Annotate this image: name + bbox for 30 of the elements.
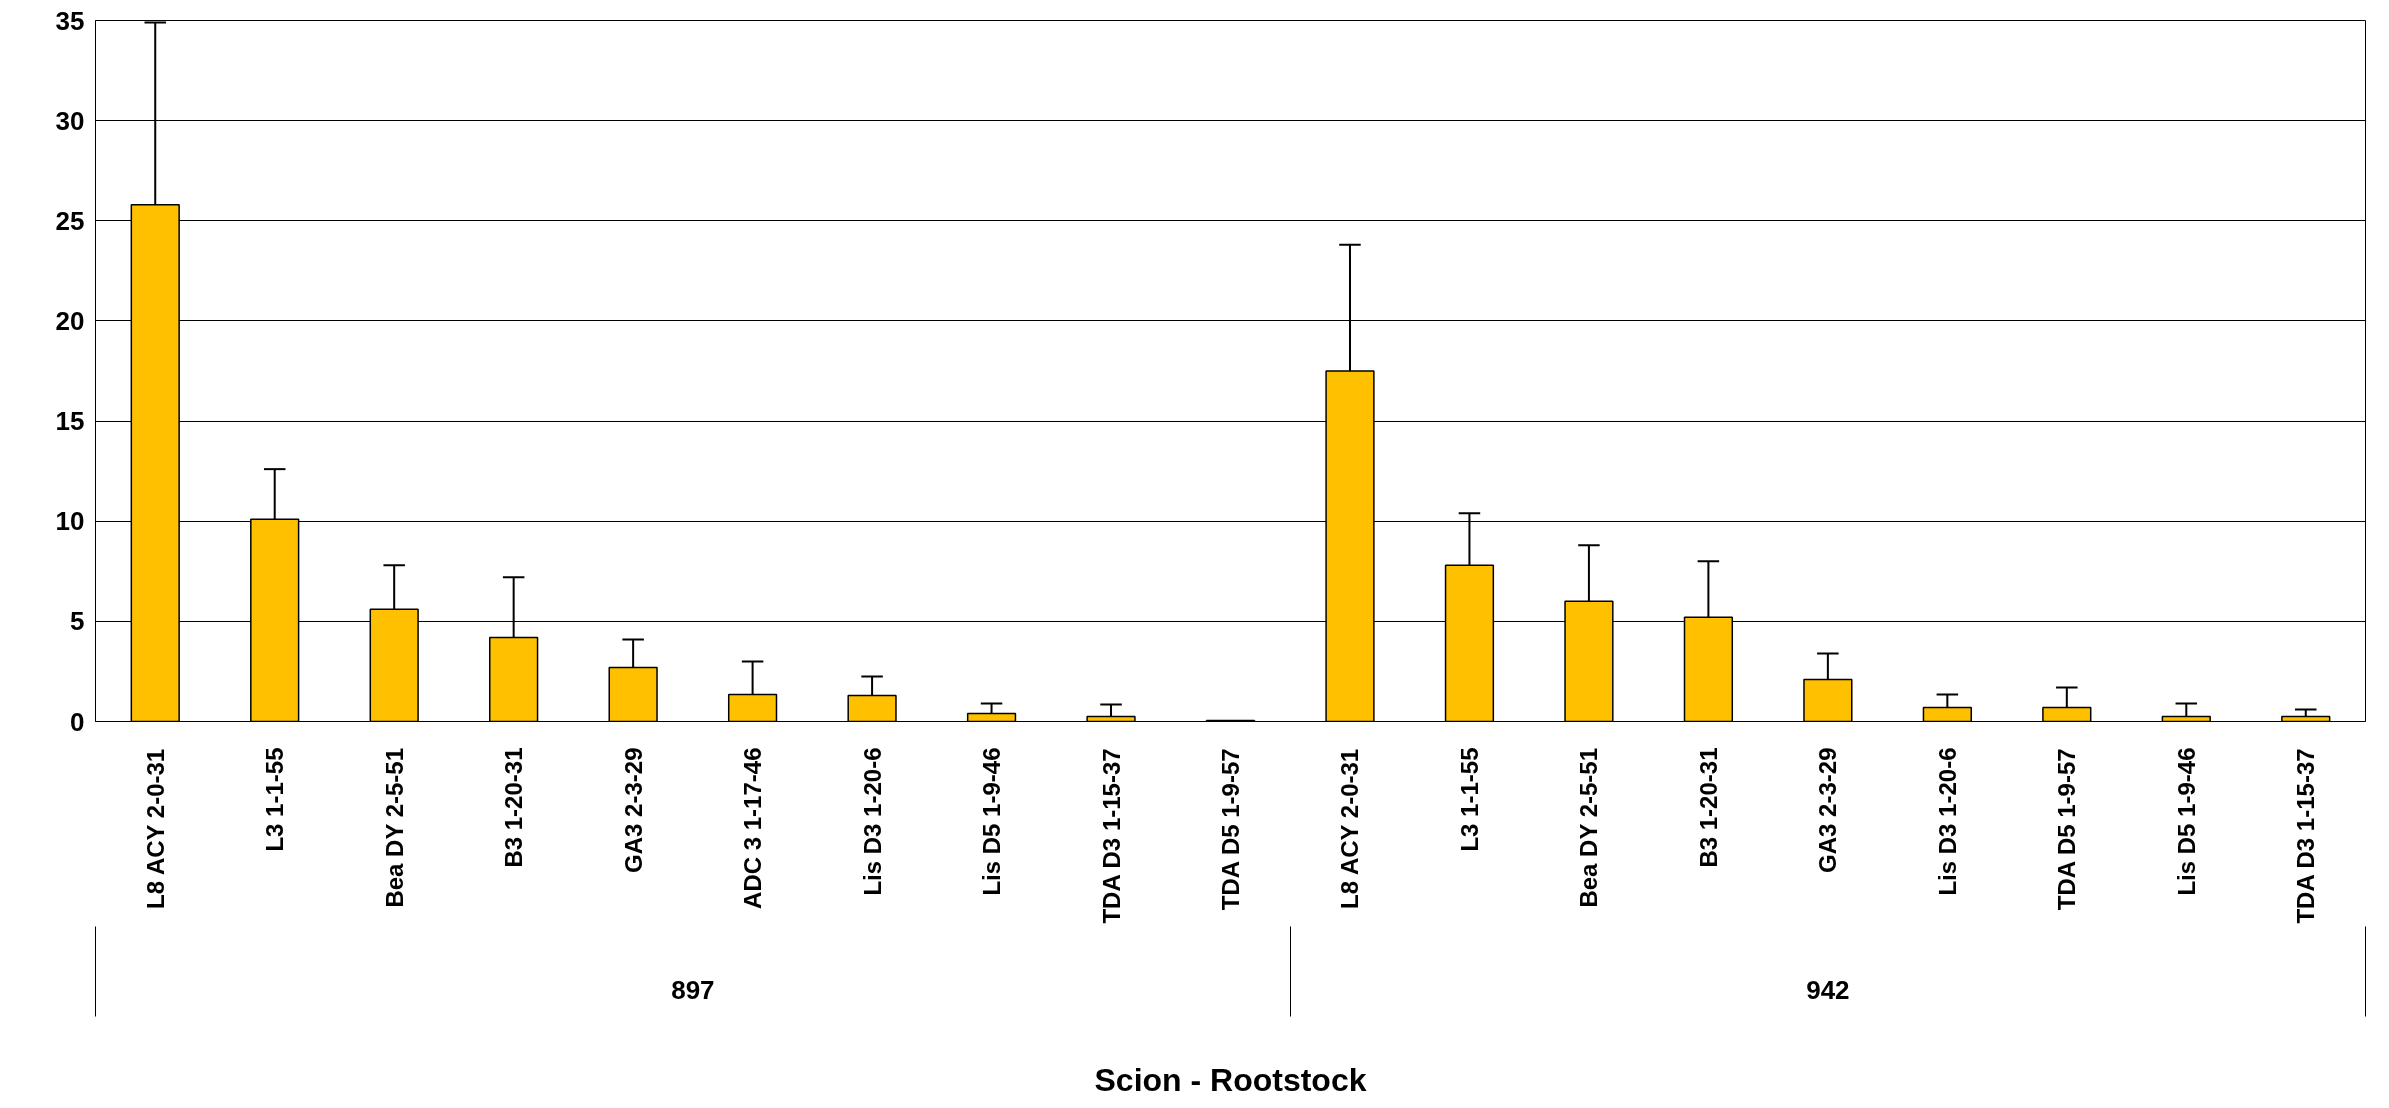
x-axis-title: Scion - Rootstock (1094, 1061, 1367, 1098)
x-tick-label: L8 ACY 2-0-31 (1336, 748, 1364, 909)
y-tick-label: 25 (55, 205, 85, 236)
y-tick-label: 35 (55, 5, 85, 36)
y-tick-label: 15 (55, 406, 85, 437)
x-tick-label: TDA D5 1-9-57 (1217, 748, 1244, 911)
y-tick-label: 10 (55, 506, 85, 537)
x-tick-label: Lis D5 1-9-46 (2172, 747, 2200, 896)
y-tick-label: 0 (70, 706, 85, 737)
x-tick-label: Bea DY 2-5-51 (380, 747, 408, 908)
x-tick-label: L3 1-1-55 (1455, 747, 1483, 852)
x-tick-label: B3 1-20-31 (1694, 747, 1722, 868)
x-tick-label: B3 1-20-31 (500, 747, 528, 868)
x-tick-label: L8 ACY 2-0-31 (141, 748, 169, 909)
x-tick-label: Bea DY 2-5-51 (1575, 747, 1603, 908)
x-tick-label: GA3 2-3-29 (619, 747, 647, 873)
x-tick-label: TDA D5 1-9-57 (2053, 748, 2081, 911)
text: 897 (671, 974, 715, 1005)
x-tick-label: TDA D3 1-15-37 (1097, 748, 1125, 924)
x-tick-label: TDA D3 1-15-37 (2292, 748, 2320, 924)
x-tick-label: Lis D5 1-9-46 (978, 747, 1006, 896)
x-tick-label: Lis D3 1-20-6 (1933, 747, 1961, 896)
x-tick-label: Lis D3 1-20-6 (858, 747, 886, 896)
text: 942 (1806, 974, 1850, 1005)
y-tick-label: 5 (70, 606, 85, 637)
x-tick-label: ADC 3 1-17-46 (739, 747, 767, 909)
y-tick-label: 20 (55, 305, 85, 336)
x-tick-label: L3 1-1-55 (261, 747, 289, 852)
y-tick-label: 30 (55, 105, 85, 136)
x-tick-label: GA3 2-3-29 (1814, 747, 1842, 873)
